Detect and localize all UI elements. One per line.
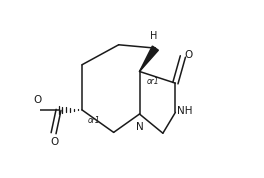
Text: O: O: [50, 137, 59, 147]
Polygon shape: [139, 46, 158, 72]
Text: H: H: [150, 31, 157, 41]
Text: O: O: [34, 95, 42, 105]
Text: or1: or1: [147, 77, 159, 86]
Text: O: O: [185, 50, 193, 60]
Text: N: N: [136, 122, 143, 132]
Text: or1: or1: [88, 116, 101, 125]
Text: NH: NH: [177, 106, 193, 116]
